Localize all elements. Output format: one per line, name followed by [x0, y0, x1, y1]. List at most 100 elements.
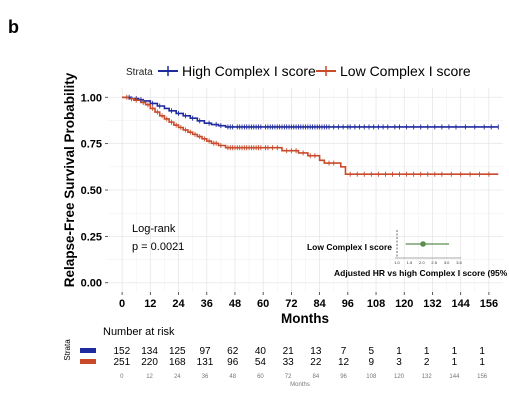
risk-cell-low: 168 — [169, 357, 186, 368]
x-tick-label: 60 — [257, 298, 269, 310]
y-tick-label: 0.75 — [81, 139, 102, 151]
censor-marks — [126, 94, 499, 177]
legend-item-high: High Complex I score — [158, 63, 316, 79]
risk-cell-high: 5 — [369, 346, 375, 357]
x-tick-label: 132 — [423, 298, 441, 310]
x-axis-ticks: 0 12 24 36 48 60 72 84 96 108 120 132 144 156 — [119, 292, 498, 310]
survival-curve-high — [122, 96, 499, 128]
risk-cell-high: 97 — [199, 346, 211, 357]
risk-table-axis: 0 12 24 36 48 60 72 84 96 108 120 132 144 156 — [120, 374, 488, 380]
x-tick-label: 12 — [144, 298, 156, 310]
risk-cell-high: 1 — [452, 346, 458, 357]
risk-axis-tick-label: 96 — [340, 374, 347, 380]
risk-axis-tick-label: 144 — [449, 374, 460, 380]
risk-cell-high: 125 — [169, 346, 186, 357]
inset-x-label: Adjusted HR vs high Complex I score (95%… — [334, 268, 509, 278]
risk-axis-tick-label: 72 — [285, 374, 292, 380]
x-tick-label: 36 — [201, 298, 213, 310]
risk-axis-tick-label: 132 — [422, 374, 433, 380]
risk-cell-low: 1 — [479, 357, 485, 368]
y-tick-label: 1.00 — [81, 92, 102, 104]
logrank-label: Log-rank — [132, 223, 176, 235]
risk-axis-tick-label: 108 — [366, 374, 377, 380]
risk-cell-high: 21 — [283, 346, 295, 357]
survival-curves — [122, 96, 499, 176]
risk-cell-low: 131 — [197, 357, 214, 368]
risk-axis-tick-label: 24 — [174, 374, 181, 380]
risk-cell-high: 1 — [396, 346, 402, 357]
risk-cell-low: 3 — [396, 357, 402, 368]
risk-cell-low: 9 — [369, 357, 375, 368]
inset-tick-label: 1.0 — [394, 260, 400, 265]
risk-axis-tick-label: 48 — [229, 374, 236, 380]
y-tick-label: 0.50 — [81, 185, 102, 197]
legend-label-low: Low Complex I score — [340, 63, 471, 79]
risk-cell-low: 22 — [310, 357, 322, 368]
risk-axis-tick-label: 12 — [146, 374, 153, 380]
risk-cell-high: 13 — [310, 346, 322, 357]
x-tick-label: 108 — [367, 298, 385, 310]
risk-cell-high: 7 — [341, 346, 347, 357]
risk-cell-low: 54 — [255, 357, 267, 368]
risk-strata-label: Strata — [63, 339, 72, 361]
x-tick-label: 144 — [451, 298, 470, 310]
x-tick-label: 72 — [285, 298, 297, 310]
x-axis-label: Months — [281, 311, 329, 326]
risk-cell-high: 134 — [141, 346, 158, 357]
inset-tick-label: 3.5 — [456, 260, 462, 265]
risk-table-title: Number at risk — [103, 326, 175, 338]
legend-label-high: High Complex I score — [182, 63, 316, 79]
risk-axis-tick-label: 120 — [394, 374, 405, 380]
risk-cell-low: 33 — [283, 357, 295, 368]
inset-forest-plot: Low Complex I score Adjusted HR vs high … — [307, 230, 509, 278]
inset-tick-label: 1.5 — [407, 260, 413, 265]
x-tick-label: 0 — [119, 298, 125, 310]
risk-table: Number at risk Strata 152 134 125 97 62 40 21 1… — [63, 326, 488, 388]
inset-estimate-point — [420, 241, 426, 247]
risk-cell-low: 12 — [338, 357, 350, 368]
inset-tick-label: 2.0 — [419, 260, 425, 265]
x-tick-label: 24 — [172, 298, 185, 310]
x-tick-label: 96 — [342, 298, 354, 310]
inset-tick-label: 2.5 — [431, 260, 437, 265]
x-tick-label: 156 — [480, 298, 498, 310]
risk-cell-low: 1 — [452, 357, 458, 368]
risk-cell-low: 2 — [424, 357, 430, 368]
risk-cell-low: 220 — [141, 357, 158, 368]
inset-tick-label: 3.0 — [444, 260, 450, 265]
risk-axis-tick-label: 36 — [202, 374, 209, 380]
risk-x-label: Months — [290, 382, 310, 388]
risk-axis-tick-label: 60 — [257, 374, 264, 380]
y-axis-label: Relapse-Free Survival Probability — [62, 72, 77, 287]
x-tick-label: 120 — [395, 298, 413, 310]
plot-area: 0.00 0.25 0.50 0.75 1.00 0 12 24 36 48 60 72 84 96 10… — [81, 88, 503, 310]
y-axis-ticks: 0.00 0.25 0.50 0.75 1.00 — [81, 92, 108, 290]
x-tick-label: 84 — [313, 298, 326, 310]
risk-axis-tick-label: 0 — [120, 374, 124, 380]
p-value-label: p = 0.0021 — [132, 241, 184, 253]
legend-item-low: Low Complex I score — [316, 63, 471, 79]
risk-axis-tick-label: 84 — [313, 374, 320, 380]
legend-title: Strata — [126, 67, 153, 78]
inset-label: Low Complex I score — [307, 242, 392, 252]
panel-label: b — [8, 17, 19, 37]
y-tick-label: 0.25 — [81, 231, 102, 243]
grid — [108, 88, 503, 292]
risk-swatch-low — [80, 359, 96, 364]
y-tick-label: 0.00 — [81, 278, 102, 290]
risk-cell-low: 251 — [114, 357, 131, 368]
risk-cell-high: 1 — [424, 346, 430, 357]
inset-plot-area: 1.0 1.5 2.0 2.5 3.0 3.5 — [394, 230, 463, 265]
survival-curve-low — [122, 96, 499, 176]
risk-cell-low: 96 — [227, 357, 239, 368]
x-tick-label: 48 — [229, 298, 241, 310]
legend: Strata High Complex I score Low Complex … — [126, 63, 471, 79]
risk-cell-high: 1 — [479, 346, 485, 357]
risk-cell-high: 152 — [114, 346, 131, 357]
risk-axis-tick-label: 156 — [477, 374, 488, 380]
risk-swatch-high — [80, 348, 96, 353]
risk-cell-high: 62 — [227, 346, 239, 357]
risk-cell-high: 40 — [255, 346, 267, 357]
